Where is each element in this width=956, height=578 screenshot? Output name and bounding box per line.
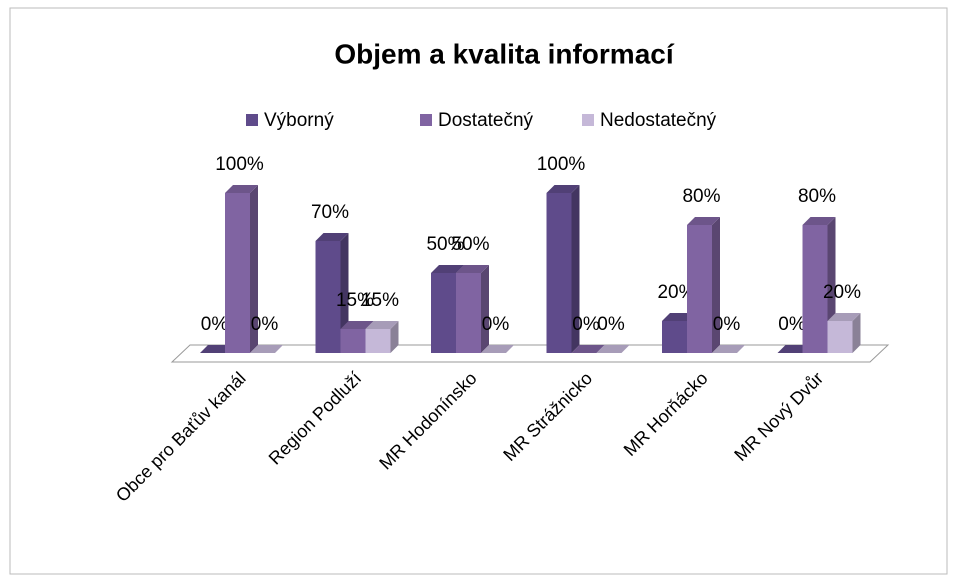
legend-swatch xyxy=(420,114,432,126)
bar-side xyxy=(481,265,489,353)
value-label: 20% xyxy=(657,282,695,303)
bar-top xyxy=(200,345,233,353)
value-label: 20% xyxy=(823,282,861,303)
value-label: 0% xyxy=(572,314,600,335)
bar-top xyxy=(340,321,374,329)
bar-top xyxy=(315,233,349,241)
legend-label: Dostatečný xyxy=(438,110,534,131)
bar-side xyxy=(250,185,258,353)
bar-front xyxy=(315,241,341,353)
bar-front xyxy=(687,225,712,353)
legend-swatch xyxy=(246,114,258,126)
bar-front xyxy=(827,321,853,353)
bar xyxy=(365,321,399,353)
bar-front xyxy=(662,321,687,353)
bar-top xyxy=(596,345,630,353)
legend-label: Nedostatečný xyxy=(600,110,717,131)
bar xyxy=(802,217,836,353)
bar xyxy=(481,345,514,353)
bar xyxy=(200,345,233,353)
bar xyxy=(546,185,580,353)
bar-top xyxy=(456,265,489,273)
value-label: 80% xyxy=(798,186,836,207)
bar-side xyxy=(571,185,580,353)
bar-top xyxy=(687,217,720,225)
bar-side xyxy=(852,313,861,353)
bar-top xyxy=(662,313,695,321)
bar xyxy=(687,217,720,353)
bar-front xyxy=(340,329,366,353)
bar-top xyxy=(571,345,605,353)
value-label: 100% xyxy=(537,154,586,175)
bar xyxy=(456,265,489,353)
value-label: 50% xyxy=(426,234,464,255)
bar xyxy=(596,345,630,353)
bar-top xyxy=(546,185,580,193)
bar-front xyxy=(546,193,572,353)
bar-top xyxy=(365,321,399,329)
value-label: 15% xyxy=(361,290,399,311)
bar-top xyxy=(712,345,745,353)
bar-top xyxy=(250,345,283,353)
bar-top xyxy=(777,345,811,353)
bar-top xyxy=(225,185,258,193)
bar xyxy=(250,345,283,353)
value-label: 0% xyxy=(778,314,806,335)
value-label: 0% xyxy=(482,314,510,335)
value-label: 15% xyxy=(336,290,374,311)
bar-top xyxy=(802,217,836,225)
bar-side xyxy=(390,321,399,353)
bar-front xyxy=(431,273,456,353)
bar xyxy=(712,345,745,353)
bar xyxy=(777,345,811,353)
bar-top xyxy=(827,313,861,321)
legend-swatch xyxy=(582,114,594,126)
value-label: 0% xyxy=(597,314,625,335)
value-label: 0% xyxy=(251,314,279,335)
value-label: 80% xyxy=(682,186,720,207)
bar-front xyxy=(365,329,391,353)
bar xyxy=(315,233,349,353)
value-label: 0% xyxy=(713,314,741,335)
chart-title: Objem a kvalita informací xyxy=(334,38,674,69)
bar-front xyxy=(225,193,250,353)
value-label: 0% xyxy=(201,314,229,335)
bar-front xyxy=(456,273,481,353)
value-label: 50% xyxy=(451,234,489,255)
bar xyxy=(571,345,605,353)
legend-label: Výborný xyxy=(264,110,334,131)
value-label: 100% xyxy=(215,154,264,175)
bar-front xyxy=(802,225,828,353)
value-label: 70% xyxy=(311,202,349,223)
bar-top xyxy=(431,265,464,273)
bar-top xyxy=(481,345,514,353)
bar-side xyxy=(712,217,720,353)
bar xyxy=(827,313,861,353)
bar xyxy=(225,185,258,353)
